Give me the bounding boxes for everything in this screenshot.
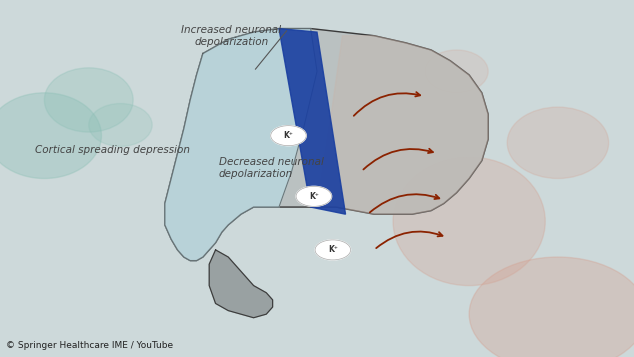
Ellipse shape [425,50,488,93]
Ellipse shape [89,104,152,146]
Ellipse shape [507,107,609,178]
Circle shape [271,126,306,146]
Ellipse shape [393,157,545,286]
Circle shape [296,186,332,206]
Ellipse shape [469,257,634,357]
Polygon shape [165,29,488,261]
Text: K⁺: K⁺ [283,131,294,140]
Polygon shape [317,36,488,214]
Ellipse shape [0,93,101,178]
Text: K⁺: K⁺ [328,245,338,255]
Text: © Springer Healthcare IME / YouTube: © Springer Healthcare IME / YouTube [6,341,174,350]
Text: Increased neuronal
depolarization: Increased neuronal depolarization [181,25,281,47]
Circle shape [315,240,351,260]
Text: K⁺: K⁺ [309,192,319,201]
Ellipse shape [44,68,133,132]
Text: Cortical spreading depression: Cortical spreading depression [35,145,190,155]
Polygon shape [165,29,317,261]
Polygon shape [209,250,273,318]
Text: Decreased neuronal
depolarization: Decreased neuronal depolarization [219,157,323,179]
Polygon shape [279,29,346,214]
